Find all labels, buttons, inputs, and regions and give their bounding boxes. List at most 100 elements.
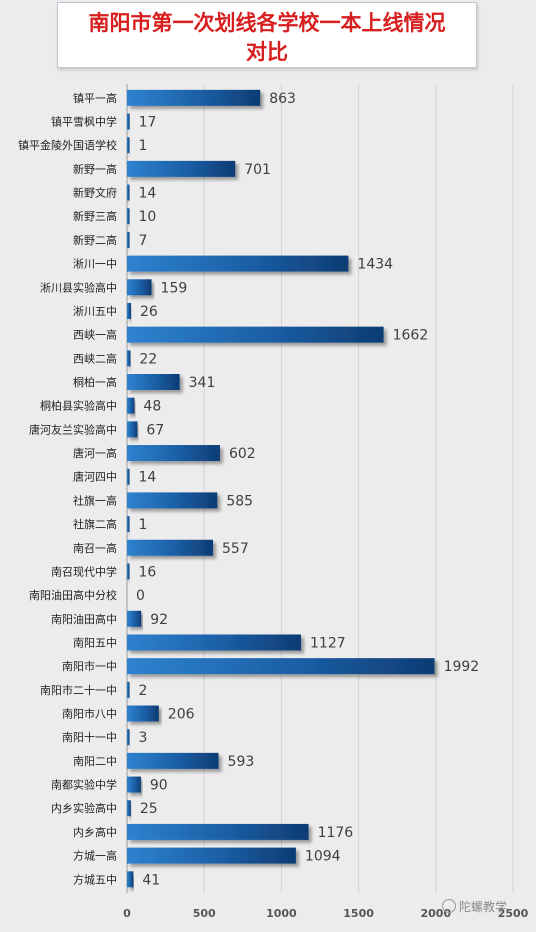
value-label: 90 — [150, 778, 168, 794]
category-label: 唐河四中 — [73, 470, 117, 484]
category-label: 南阳五中 — [73, 636, 117, 649]
bar — [127, 681, 130, 698]
chart-title-line-2: 对比 — [246, 39, 288, 64]
category-label: 桐柏县实验高中 — [40, 399, 117, 413]
value-label: 602 — [229, 446, 256, 462]
category-label: 南阳油田高中 — [51, 612, 117, 626]
value-label: 1 — [139, 517, 148, 533]
category-label: 南都实验中学 — [51, 778, 117, 792]
category-label: 淅川一中 — [73, 257, 117, 271]
bars — [127, 89, 435, 888]
category-label: 内乡实验高中 — [51, 801, 117, 815]
value-label: 10 — [139, 209, 157, 225]
category-label: 南阳市一中 — [62, 659, 117, 673]
value-label: 14 — [139, 186, 157, 202]
bar — [127, 279, 152, 296]
gridlines — [126, 84, 514, 894]
bar — [127, 113, 130, 130]
value-label: 1094 — [305, 849, 341, 865]
value-label: 1 — [139, 138, 148, 154]
category-label: 唐河一高 — [73, 446, 117, 460]
bar — [127, 397, 135, 414]
bar — [127, 823, 309, 840]
value-label: 341 — [189, 375, 216, 391]
value-label: 17 — [139, 115, 157, 131]
value-label: 0 — [136, 588, 145, 604]
bar — [127, 516, 130, 533]
value-label: 7 — [139, 233, 148, 249]
bar — [127, 658, 435, 675]
value-labels: 8631717011410714341592616622234148676021… — [136, 91, 479, 888]
wechat-icon — [442, 899, 456, 913]
value-label: 2 — [139, 683, 148, 699]
bar — [127, 350, 131, 367]
watermark: 陀螺教学 — [442, 898, 507, 915]
category-label: 西峡二高 — [73, 351, 117, 365]
x-tick-label: 2500 — [498, 907, 529, 920]
value-label: 16 — [139, 564, 157, 580]
category-label: 南召一高 — [73, 541, 117, 555]
bar — [127, 492, 218, 509]
value-label: 22 — [139, 351, 157, 367]
category-label: 新野二高 — [73, 233, 117, 247]
value-label: 585 — [226, 493, 253, 509]
value-label: 67 — [146, 422, 164, 438]
value-label: 1992 — [444, 659, 480, 675]
bar — [127, 705, 159, 722]
value-label: 701 — [244, 162, 271, 178]
bar — [127, 729, 130, 746]
bar — [127, 302, 132, 319]
value-label: 159 — [161, 280, 188, 296]
value-label: 25 — [140, 801, 158, 817]
category-label: 南阳十一中 — [62, 730, 117, 744]
bar — [127, 421, 138, 438]
chart-title-line-1: 南阳市第一次划线各学校一本上线情况 — [88, 10, 446, 35]
bar — [127, 184, 130, 201]
bar — [127, 160, 236, 177]
value-label: 1662 — [393, 328, 429, 344]
bar — [127, 871, 134, 888]
category-labels: 镇平一高镇平雪枫中学镇平金陵外国语学校新野一高新野文府新野三高新野二高淅川一中淅… — [18, 91, 117, 886]
bar — [127, 208, 130, 225]
bar — [127, 468, 130, 485]
category-label: 方城五中 — [73, 872, 117, 886]
bar — [127, 231, 130, 248]
value-label: 593 — [228, 754, 255, 770]
x-tick-label: 500 — [193, 907, 216, 920]
bar — [127, 89, 261, 106]
category-label: 内乡高中 — [73, 825, 117, 839]
bar — [127, 776, 141, 793]
value-label: 41 — [142, 872, 160, 888]
value-label: 92 — [150, 612, 168, 628]
chart-title-box: 南阳市第一次划线各学校一本上线情况 对比 — [57, 2, 477, 68]
value-label: 206 — [168, 707, 195, 723]
value-label: 3 — [139, 730, 148, 746]
bar — [127, 847, 296, 864]
bar — [127, 445, 220, 462]
category-label: 新野一高 — [73, 162, 117, 176]
category-label: 镇平一高 — [73, 91, 117, 105]
category-label: 社旗二高 — [73, 517, 117, 531]
value-label: 1127 — [310, 635, 346, 651]
category-label: 社旗一高 — [73, 493, 117, 507]
category-label: 南阳市二十一中 — [40, 683, 117, 697]
category-label: 桐柏一高 — [73, 375, 117, 389]
bar — [127, 374, 180, 390]
watermark-text: 陀螺教学 — [459, 900, 508, 914]
category-label: 南阳二中 — [73, 755, 117, 768]
category-label: 唐河友兰实验高中 — [29, 422, 117, 436]
bar — [127, 137, 130, 154]
bar — [127, 610, 142, 627]
category-label: 南阳市八中 — [62, 707, 117, 721]
category-label: 镇平雪枫中学 — [51, 115, 117, 129]
category-label: 镇平金陵外国语学校 — [18, 138, 117, 152]
x-tick-label: 1000 — [266, 907, 297, 920]
category-label: 方城一高 — [73, 849, 117, 863]
bar — [127, 634, 302, 651]
x-tick-label: 1500 — [343, 907, 374, 920]
bar — [127, 800, 131, 817]
bar — [127, 563, 130, 580]
bar — [127, 255, 349, 272]
value-label: 14 — [139, 470, 157, 486]
